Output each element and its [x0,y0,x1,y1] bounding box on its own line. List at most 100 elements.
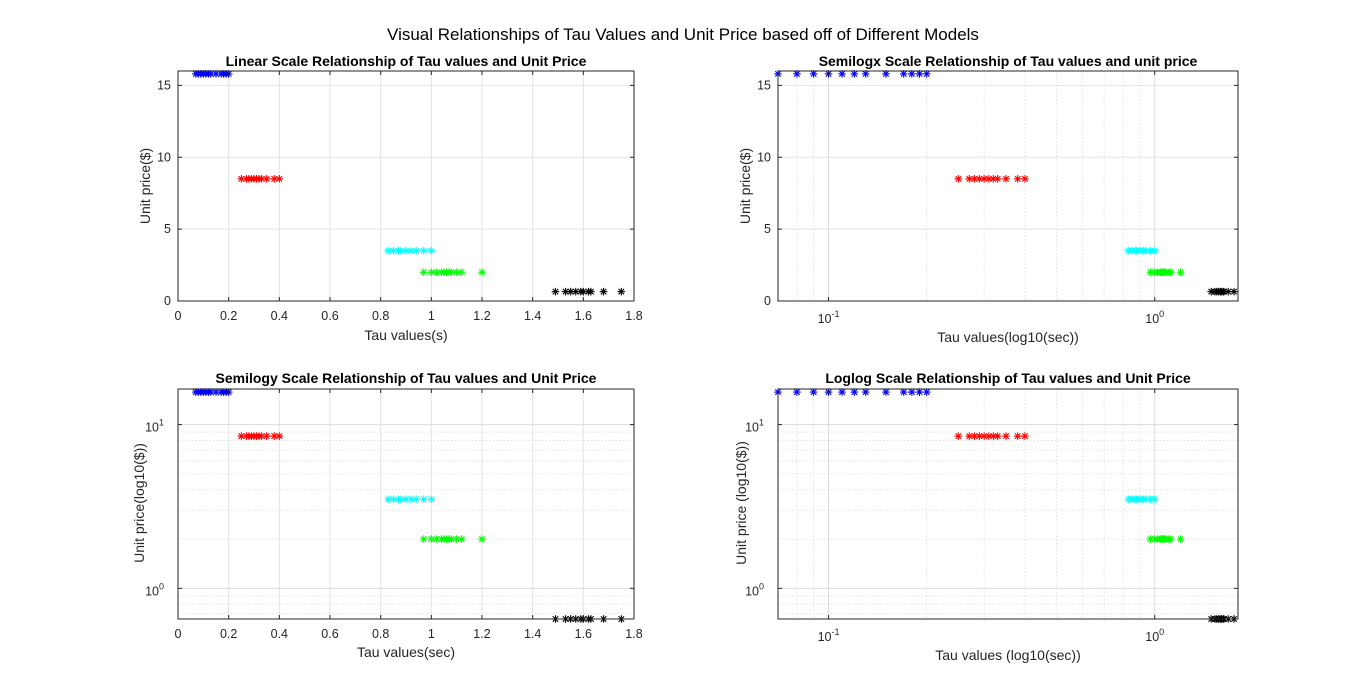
plot-area [778,71,1238,301]
x-tick-label: 1.6 [575,627,592,641]
x-tick-label: 0.8 [372,627,389,641]
x-tick-label: 1.6 [575,309,592,323]
subplot-semilogy: 0 0.2 0.4 0.6 0.8 1 1.2 1.4 1.6 1.8 100 101 Semilog… [131,370,643,660]
star-marker [915,388,924,396]
x-tick-label: 1.8 [625,309,642,323]
star-marker [1013,432,1022,440]
star-marker [412,246,420,255]
star-marker [262,432,271,440]
star-marker [275,175,284,183]
star-marker [922,388,931,396]
y-tick-label: 100 [745,581,764,598]
star-marker [907,388,916,396]
subplot-title: Linear Scale Relationship of Tau values … [226,53,587,69]
star-marker [1224,287,1233,296]
y-tick-label: 5 [164,222,171,236]
x-tick-label: 10-1 [818,309,840,326]
data-marks [191,70,626,296]
star-marker [1021,432,1029,440]
y-tick-label: 101 [745,418,764,435]
star-marker [1166,268,1175,277]
star-marker [793,388,801,396]
star-marker [427,535,436,543]
axes-box [177,388,635,620]
axes-box [177,70,635,302]
x-tick-label: 0.2 [220,627,237,641]
star-marker [419,535,428,543]
star-marker [993,432,1002,440]
tick-labels: 10-1 100 100 101 [745,389,1238,644]
star-marker [899,388,908,396]
star-marker [587,287,595,296]
y-tick-label: 10 [157,150,171,164]
star-marker [212,388,220,396]
x-tick-label: 1 [428,309,435,323]
x-tick-label: 0 [175,627,182,641]
star-marker [1176,535,1185,543]
plot-area [178,71,634,301]
y-axis-label: Unit price($) [737,148,753,224]
axes-box [777,70,1239,302]
figure-title: Visual Relationships of Tau Values and U… [387,25,979,44]
star-marker [478,535,486,543]
subplot-title: Semilogy Scale Relationship of Tau value… [216,370,597,386]
x-tick-label: 1 [428,627,435,641]
x-axis-label: Tau values(s) [364,327,447,343]
star-marker [915,70,924,78]
axes-box [777,388,1239,620]
star-marker [954,432,963,440]
star-marker [1230,287,1238,296]
star-marker [402,495,410,504]
star-marker [478,268,486,277]
star-marker [551,287,560,296]
star-marker [412,495,420,504]
y-tick-label: 10 [757,150,771,164]
star-marker [427,246,436,255]
x-tick-label: 0 [175,309,182,323]
plot-area [178,389,634,619]
x-axis-label: Tau values(sec) [357,644,455,660]
x-axis-label: Tau values (log10(sec)) [935,647,1081,663]
x-tick-label: 0.6 [321,309,338,323]
star-marker [384,246,393,255]
star-marker [993,175,1002,183]
star-marker [1002,175,1010,183]
star-marker [419,268,428,277]
y-tick-label: 101 [145,418,164,435]
x-axis-label: Tau values(log10(sec)) [937,329,1079,345]
x-tick-label: 1.4 [524,309,541,323]
star-marker [599,287,608,296]
subplot-loglog: 10-1 100 100 101 Loglog Scale Relationship … [733,370,1239,663]
x-tick-label: 1.8 [625,627,642,641]
star-marker [954,175,963,183]
star-marker [457,535,466,543]
star-marker [861,388,870,396]
tick-labels: 0 0.2 0.4 0.6 0.8 1 1.2 1.4 1.6 1.8 100 101 [145,389,643,641]
subplot-title: Semilogx Scale Relationship of Tau value… [819,53,1198,69]
star-marker [402,246,410,255]
subplot-title: Loglog Scale Relationship of Tau values … [825,370,1191,386]
y-tick-label: 0 [164,294,171,308]
star-marker [457,268,466,277]
star-marker [1150,495,1159,504]
x-tick-label: 1.2 [473,627,490,641]
star-marker [419,246,428,255]
y-tick-label: 15 [757,78,771,92]
star-marker [452,268,461,277]
star-marker [275,432,284,440]
y-tick-label: 100 [145,581,164,598]
y-tick-label: 15 [157,78,171,92]
star-marker [1002,432,1010,440]
star-marker [617,287,626,296]
star-marker [1021,175,1029,183]
star-marker [1150,246,1159,255]
star-marker [419,495,428,504]
x-tick-label: 10-1 [818,627,840,644]
star-marker [427,495,436,504]
x-tick-label: 100 [1145,309,1164,326]
star-marker [838,388,846,396]
x-tick-label: 0.2 [220,309,237,323]
y-tick-label: 5 [764,222,771,236]
y-axis-label: Unit price($) [137,148,153,224]
